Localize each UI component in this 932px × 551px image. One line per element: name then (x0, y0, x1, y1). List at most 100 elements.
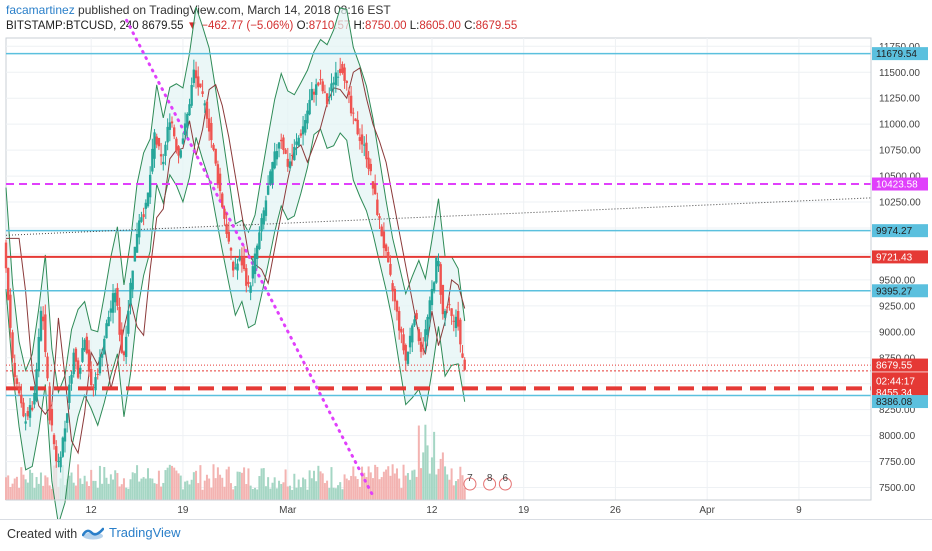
volume-bar (179, 475, 182, 500)
candle-body (11, 332, 14, 359)
volume-bar (216, 467, 219, 500)
candle-body (356, 119, 359, 135)
volume-bar (286, 486, 289, 500)
volume-bar (77, 464, 80, 500)
volume-bar (127, 488, 130, 500)
candle-body (70, 374, 73, 384)
candle-body (314, 84, 318, 95)
close-value: 8679.55 (475, 20, 518, 32)
y-tick-label: 8250.00 (879, 405, 916, 416)
candle-body (74, 348, 78, 362)
candle-body (271, 162, 274, 184)
candle-body (454, 316, 458, 329)
bollinger-upper (5, 6, 466, 395)
volume-bar (90, 469, 93, 500)
low-value: 8605.00 (419, 20, 461, 32)
volume-bar (5, 477, 7, 500)
candle-body (15, 378, 19, 384)
event-marker: 6 (498, 473, 512, 491)
volume-bar (306, 489, 309, 500)
volume-bar (312, 470, 315, 500)
candle-body (288, 161, 292, 168)
candle-body (275, 151, 279, 160)
candle-body (129, 282, 132, 305)
price-tags: 11679.5410423.589974.279721.439395.27862… (872, 47, 928, 409)
volume-bar (363, 472, 366, 500)
candle-body (384, 244, 388, 252)
volume-bar (385, 469, 388, 500)
volume-bar (181, 489, 184, 500)
candle-body (282, 137, 285, 150)
candle-body (177, 146, 180, 156)
volume-bar (415, 476, 418, 500)
volume-bar (284, 469, 287, 500)
volume-bar (105, 477, 108, 500)
volume-bar (365, 477, 368, 500)
candle-body (341, 64, 344, 73)
last-price-tag: 8679.55 (876, 361, 913, 372)
candle-body (153, 132, 156, 159)
volume-bar (26, 482, 29, 500)
volume-bar (406, 473, 409, 500)
candle-body (404, 345, 407, 361)
horizontal-levels (6, 52, 871, 397)
volume-bar (101, 483, 104, 500)
volume-bar (441, 452, 444, 500)
y-tick-label: 10500.00 (879, 172, 921, 183)
candle-body (363, 144, 366, 146)
down-arrow-icon: ▼ (186, 20, 199, 32)
volume-bar (114, 470, 117, 500)
price-chart[interactable]: 7500.007750.008000.008250.008500.008750.… (0, 0, 932, 519)
candle-body (37, 336, 40, 372)
candle-body (325, 93, 329, 105)
candle-body (205, 101, 209, 119)
volume-bar (7, 475, 10, 500)
volume-bar (22, 474, 25, 500)
volume-bar (450, 468, 453, 500)
candle-body (214, 148, 217, 164)
volume-bar (275, 488, 278, 500)
candle-body (207, 118, 211, 132)
candle-body (242, 256, 246, 270)
candle-body (94, 377, 97, 391)
volume-bar (262, 468, 265, 500)
volume-bar (393, 473, 396, 500)
volume-bar (247, 468, 250, 500)
volume-bar (136, 465, 139, 500)
candle-body (151, 148, 154, 172)
tradingview-logo-icon (82, 527, 104, 539)
volume-bar (175, 470, 178, 500)
volume-bar (304, 479, 307, 500)
tradingview-brand[interactable]: TradingView (82, 525, 181, 540)
candle-body (39, 310, 43, 341)
candle-body (402, 334, 405, 351)
volume-bar (232, 489, 235, 500)
candle-body (367, 157, 370, 169)
candle-body (306, 110, 309, 124)
volume-bar (245, 484, 248, 500)
candle-body (63, 428, 67, 442)
volume-bar (264, 486, 267, 500)
volume-bar (223, 486, 226, 500)
volume-bar (205, 474, 208, 500)
volume-bar (278, 480, 281, 500)
author-link[interactable]: facamartinez (6, 3, 75, 17)
volume-bar (454, 481, 457, 500)
event-marker: 8 (483, 473, 497, 491)
candle-body (415, 313, 418, 320)
candle-body (46, 356, 49, 379)
candle-body (221, 193, 224, 208)
candle-body (144, 202, 147, 209)
candle-body (166, 126, 169, 143)
candle-body (360, 134, 364, 145)
volume-bar (249, 485, 252, 500)
candle-body (87, 349, 91, 372)
volume-bar (428, 473, 431, 500)
candle-body (247, 281, 250, 285)
y-tick-label: 10250.00 (879, 198, 921, 209)
volume-bar (409, 479, 412, 500)
volume-bar (435, 474, 438, 500)
candle-body (179, 150, 182, 158)
volume-bar (227, 466, 230, 500)
